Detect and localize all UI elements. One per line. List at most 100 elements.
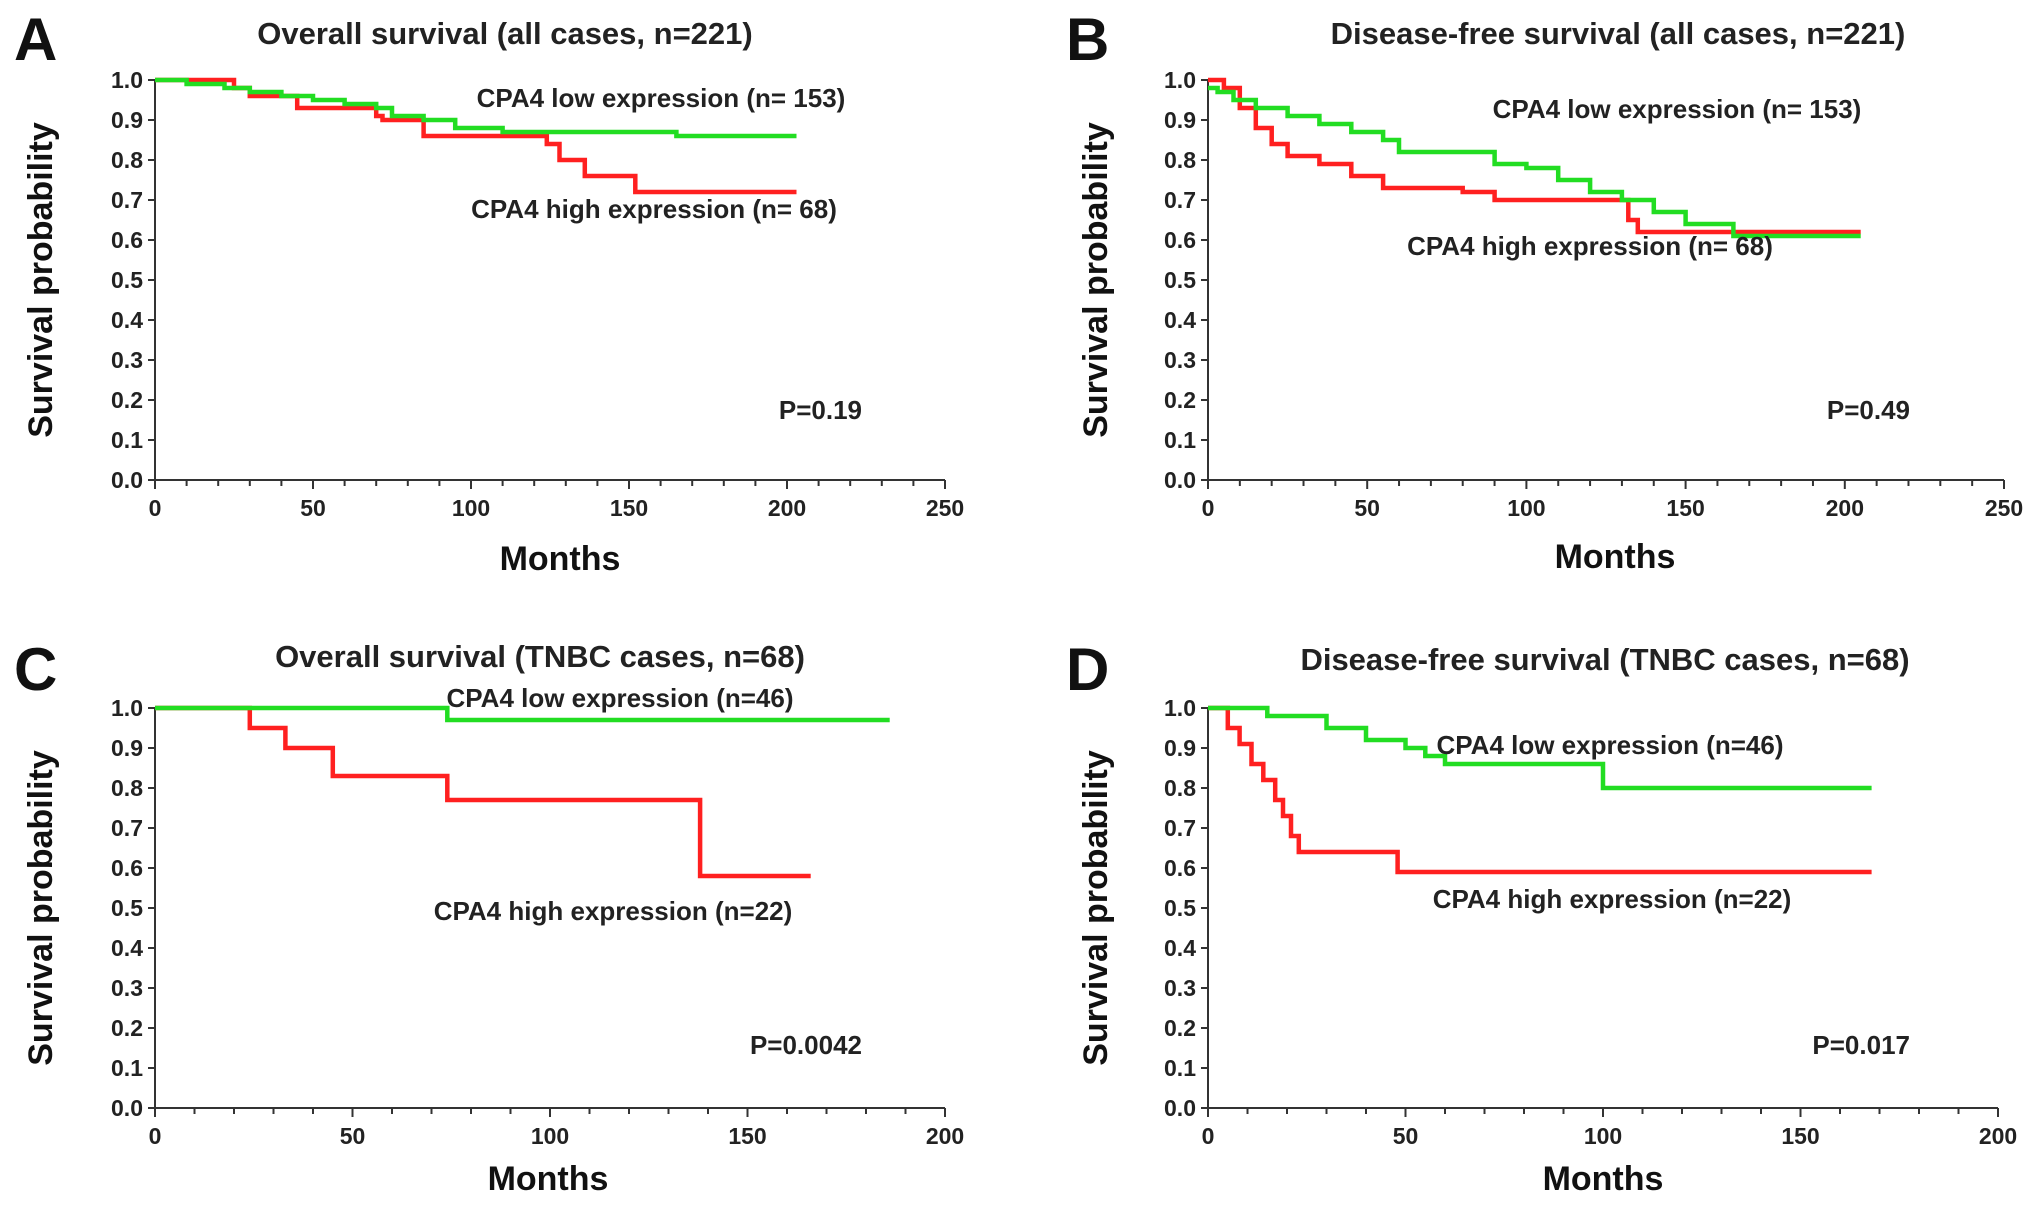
panel-a-x-tick-label: 150 — [610, 495, 648, 521]
panel-d-high-expression-label: CPA4 high expression (n=22) — [1433, 884, 1792, 914]
panel-a-y-tick-label: 1.0 — [111, 67, 143, 93]
panel-a-y-tick-label: 0.2 — [111, 387, 143, 413]
panel-c-x-tick-label: 50 — [340, 1123, 366, 1149]
panel-d-title: Disease-free survival (TNBC cases, n=68) — [1300, 642, 1909, 677]
panel-d-y-tick-label: 0.4 — [1164, 935, 1196, 961]
panel-b-y-tick-label: 1.0 — [1164, 67, 1196, 93]
panel-c-high-expression-label: CPA4 high expression (n=22) — [434, 896, 793, 926]
panel-a-x-tick-label: 0 — [149, 495, 162, 521]
panel-b-y-tick-label: 0.3 — [1164, 347, 1196, 373]
panel-d-x-tick-label: 100 — [1584, 1123, 1622, 1149]
panel-b-letter: B — [1066, 6, 1109, 73]
panel-b-low-expression-curve — [1208, 85, 1861, 239]
panel-b-p-value: P=0.49 — [1827, 395, 1910, 425]
panel-d-high-expression-curve — [1208, 705, 1872, 875]
panel-d-x-tick-label: 0 — [1202, 1123, 1215, 1149]
panel-a-y-tick-label: 0.0 — [111, 467, 143, 493]
panel-c-y-tick-label: 0.5 — [111, 895, 143, 921]
panel-d-x-tick-label: 200 — [1979, 1123, 2017, 1149]
panel-b-x-tick-label: 150 — [1666, 495, 1704, 521]
panel-a-x-tick-label: 200 — [768, 495, 806, 521]
panel-a-p-value: P=0.19 — [779, 395, 862, 425]
panel-a-low-expression-label: CPA4 low expression (n= 153) — [477, 83, 846, 113]
panel-b-y-axis-label: Survival probability — [1077, 122, 1115, 438]
panel-a-y-tick-label: 0.1 — [111, 427, 143, 453]
panel-c-title: Overall survival (TNBC cases, n=68) — [275, 639, 805, 674]
panel-a-y-tick-label: 0.8 — [111, 147, 143, 173]
panel-c-x-tick-label: 150 — [728, 1123, 766, 1149]
panel-b-high-expression-curve — [1208, 77, 1861, 235]
panel-d-x-tick-label: 50 — [1393, 1123, 1419, 1149]
panel-a-y-tick-label: 0.9 — [111, 107, 143, 133]
panel-b-x-tick-label: 0 — [1202, 495, 1215, 521]
panel-a-x-tick-label: 250 — [926, 495, 964, 521]
panel-b-title: Disease-free survival (all cases, n=221) — [1331, 16, 1906, 51]
panel-c-x-tick-label: 100 — [531, 1123, 569, 1149]
panel-a-x-axis-label: Months — [500, 540, 621, 578]
panel-c-low-expression-curve — [155, 705, 890, 723]
panel-d-y-tick-label: 0.9 — [1164, 735, 1196, 761]
panel-b-y-tick-label: 0.5 — [1164, 267, 1196, 293]
panel-a-y-tick-label: 0.7 — [111, 187, 143, 213]
panel-a-high-expression-label: CPA4 high expression (n= 68) — [471, 194, 837, 224]
panel-b-y-tick-label: 0.1 — [1164, 427, 1196, 453]
panel-d-letter: D — [1066, 636, 1109, 703]
panel-a-x-tick-label: 100 — [452, 495, 490, 521]
panel-a-y-tick-label: 0.3 — [111, 347, 143, 373]
panel-c-y-tick-label: 0.3 — [111, 975, 143, 1001]
panel-c-y-tick-label: 0.7 — [111, 815, 143, 841]
panel-a-y-tick-label: 0.4 — [111, 307, 143, 333]
panel-d-y-tick-label: 0.1 — [1164, 1055, 1196, 1081]
panel-c-y-tick-label: 0.2 — [111, 1015, 143, 1041]
panel-b-x-axis-label: Months — [1555, 538, 1676, 576]
panel-c-low-expression-label: CPA4 low expression (n=46) — [446, 683, 793, 713]
panel-d-x-axis-label: Months — [1543, 1160, 1664, 1198]
panel-d-y-tick-label: 0.2 — [1164, 1015, 1196, 1041]
panel-b-x-tick-label: 250 — [1985, 495, 2023, 521]
panel-c-y-tick-label: 0.8 — [111, 775, 143, 801]
panel-b-y-tick-label: 0.0 — [1164, 467, 1196, 493]
panel-d-y-tick-label: 0.8 — [1164, 775, 1196, 801]
panel-d-y-tick-label: 0.3 — [1164, 975, 1196, 1001]
panel-c-y-tick-label: 0.1 — [111, 1055, 143, 1081]
panel-b-y-tick-label: 0.6 — [1164, 227, 1196, 253]
panel-a-title: Overall survival (all cases, n=221) — [257, 16, 752, 51]
panel-c-y-tick-label: 0.9 — [111, 735, 143, 761]
panel-d-y-tick-label: 1.0 — [1164, 695, 1196, 721]
panel-a-low-expression-curve — [155, 77, 797, 139]
panel-c-y-axis-label: Survival probability — [22, 750, 60, 1066]
panel-d-low-expression-curve — [1208, 705, 1872, 791]
panel-d-x-tick-label: 150 — [1781, 1123, 1819, 1149]
panel-c-x-tick-label: 0 — [149, 1123, 162, 1149]
panel-c-y-tick-label: 0.4 — [111, 935, 143, 961]
panel-b-y-tick-label: 0.7 — [1164, 187, 1196, 213]
panel-b-x-tick-label: 100 — [1507, 495, 1545, 521]
panel-c-letter: C — [14, 636, 57, 703]
panel-b-x-tick-label: 200 — [1826, 495, 1864, 521]
panel-a-y-axis-label: Survival probability — [22, 122, 60, 438]
panel-c-y-tick-label: 0.0 — [111, 1095, 143, 1121]
panel-b-low-expression-label: CPA4 low expression (n= 153) — [1493, 94, 1862, 124]
panel-c-y-tick-label: 1.0 — [111, 695, 143, 721]
panel-a-x-tick-label: 50 — [300, 495, 326, 521]
panel-d-p-value: P=0.017 — [1812, 1030, 1910, 1060]
panel-d-y-tick-label: 0.0 — [1164, 1095, 1196, 1121]
panel-c-x-axis-label: Months — [488, 1160, 609, 1198]
panel-d-y-axis-label: Survival probability — [1077, 750, 1115, 1066]
panel-c-x-tick-label: 200 — [926, 1123, 964, 1149]
panel-b-y-tick-label: 0.9 — [1164, 107, 1196, 133]
panel-a-y-tick-label: 0.6 — [111, 227, 143, 253]
panel-a-letter: A — [14, 6, 57, 73]
panel-d-y-tick-label: 0.7 — [1164, 815, 1196, 841]
panel-b-high-expression-label: CPA4 high expression (n= 68) — [1407, 231, 1773, 261]
panel-a-y-tick-label: 0.5 — [111, 267, 143, 293]
panel-c-high-expression-curve — [155, 705, 811, 879]
panel-b-x-tick-label: 50 — [1354, 495, 1380, 521]
panel-b-y-tick-label: 0.8 — [1164, 147, 1196, 173]
panel-d-low-expression-label: CPA4 low expression (n=46) — [1436, 730, 1783, 760]
panel-d-y-tick-label: 0.6 — [1164, 855, 1196, 881]
panel-b-y-tick-label: 0.2 — [1164, 387, 1196, 413]
panel-d-y-tick-label: 0.5 — [1164, 895, 1196, 921]
